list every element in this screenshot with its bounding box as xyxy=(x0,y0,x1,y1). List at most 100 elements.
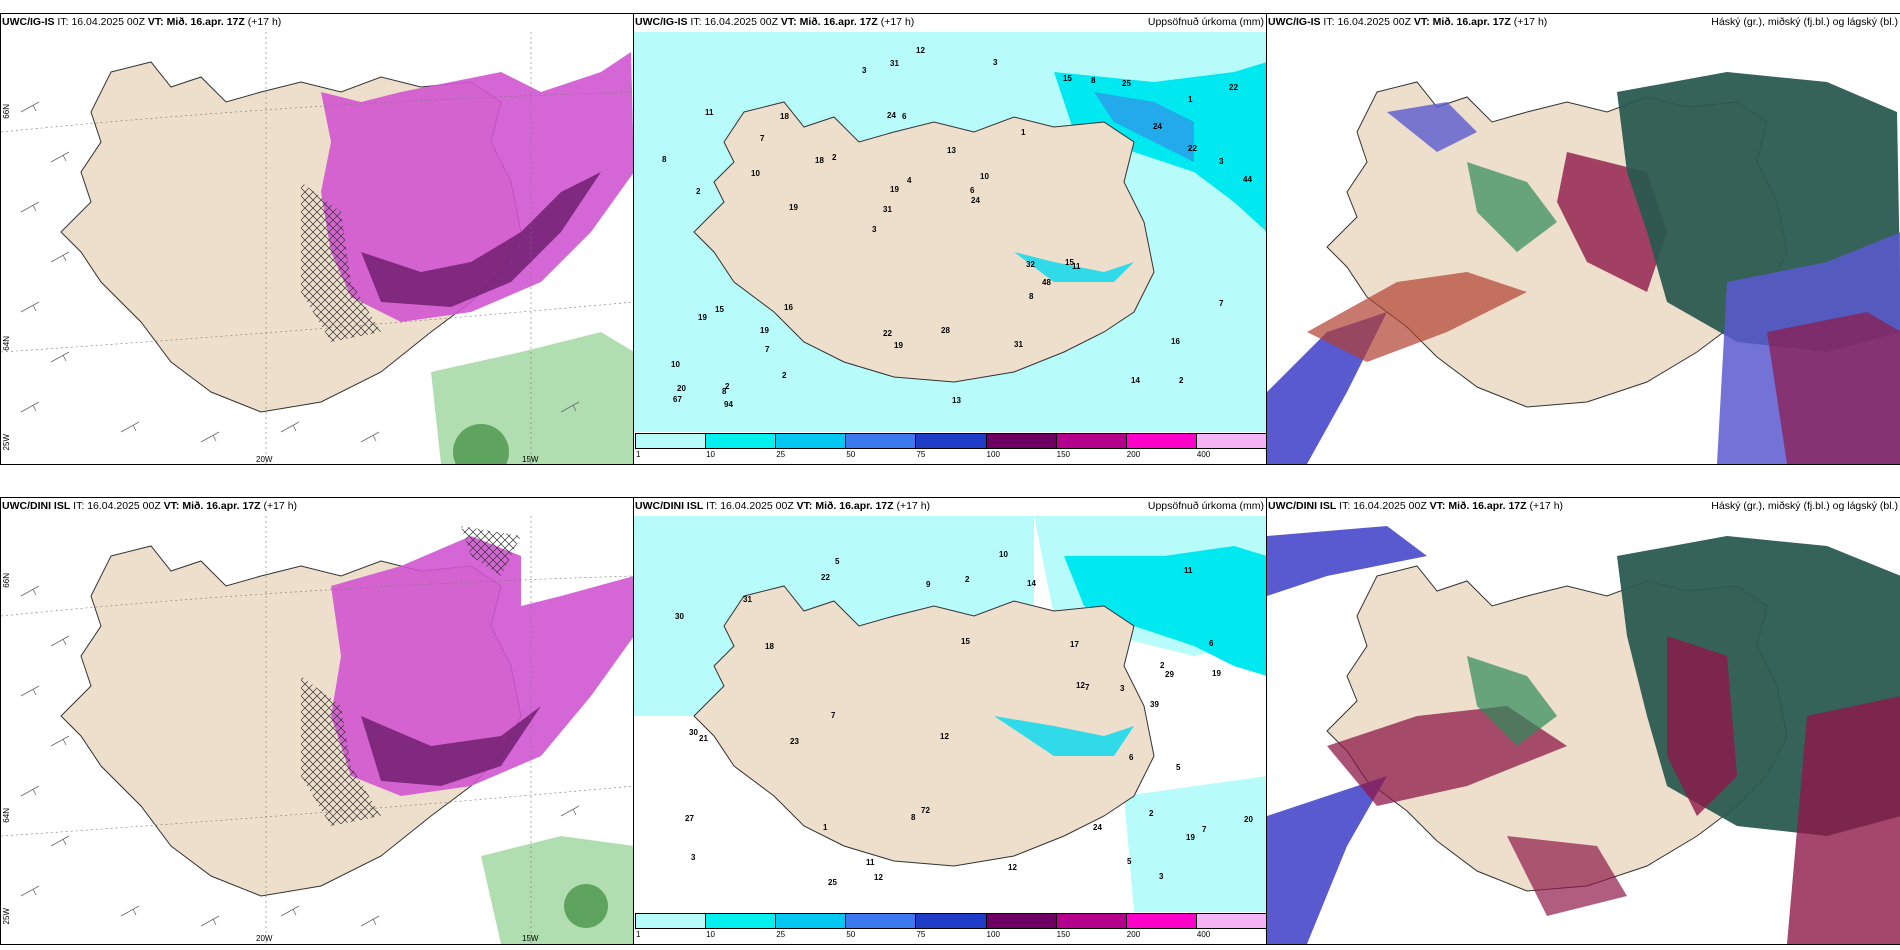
precip-value: 7 xyxy=(1202,825,1207,834)
precip-value: 19 xyxy=(890,185,899,194)
precip-value: 1 xyxy=(1021,128,1026,137)
precip-value: 8 xyxy=(662,155,667,164)
precip-value: 11 xyxy=(1184,566,1193,575)
lon-label-15: 15W xyxy=(522,934,539,943)
legend-tick-label: 1 xyxy=(636,930,641,939)
legend-swatch xyxy=(845,433,917,449)
precip-map[interactable]: 2213122413152107610111131443222312219181… xyxy=(634,32,1267,432)
legend-swatch xyxy=(705,433,777,449)
panel-field-title: Uppsöfnuð úrkoma (mm) xyxy=(1147,500,1264,512)
legend-tick-label: 75 xyxy=(916,930,926,939)
lat-label-64: 64N xyxy=(2,336,11,351)
precip-value: 11 xyxy=(1072,262,1081,271)
cloud-map[interactable] xyxy=(1267,516,1900,944)
precip-value: 5 xyxy=(1176,763,1181,772)
legend-swatch xyxy=(775,433,847,449)
precip-value: 2 xyxy=(832,153,837,162)
precip-value: 31 xyxy=(883,205,892,214)
precip-value: 21 xyxy=(699,734,708,743)
legend-tick-label: 1 xyxy=(636,450,641,459)
precip-value: 9 xyxy=(926,580,931,589)
precip-map[interactable]: 2671535211118193039122731192272293021121… xyxy=(634,516,1267,912)
precip-value: 2 xyxy=(965,575,970,584)
precip-value: 8 xyxy=(722,387,727,396)
legend-swatch xyxy=(845,913,917,929)
precip-value: 5 xyxy=(835,557,840,566)
precip-value: 2 xyxy=(1160,661,1165,670)
precip-value: 22 xyxy=(883,329,892,338)
precip-value: 7 xyxy=(1085,683,1090,692)
precip-value: 15 xyxy=(1065,258,1074,267)
lon-label-25: 25W xyxy=(2,434,11,451)
precip-value: 48 xyxy=(1042,278,1051,287)
precip-value: 19 xyxy=(698,313,707,322)
precip-value: 20 xyxy=(1244,815,1253,824)
precip-value: 25 xyxy=(828,878,837,887)
lon-label-15: 15W xyxy=(522,455,539,464)
legend-swatch xyxy=(635,433,707,449)
precip-value: 11 xyxy=(866,858,875,867)
legend-tick-label: 25 xyxy=(776,450,786,459)
panel-clouds-dini: UWC/DINI ISL IT: 16.04.2025 00Z VT: Mið.… xyxy=(1266,497,1900,945)
legend-tick-label: 150 xyxy=(1056,450,1071,459)
precip-value: 2 xyxy=(782,371,787,380)
legend-tick-label: 50 xyxy=(846,930,856,939)
legend-swatch xyxy=(1055,433,1127,449)
panel-title: UWC/IG-IS IT: 16.04.2025 00Z VT: Mið. 16… xyxy=(635,16,915,28)
precip-value: 14 xyxy=(1027,579,1036,588)
precip-value: 25 xyxy=(1122,79,1131,88)
precip-value: 3 xyxy=(1219,157,1224,166)
precip-value: 15 xyxy=(1063,74,1072,83)
precip-values: 2213122413152107610111131443222312219181… xyxy=(662,46,1252,409)
panel-title: UWC/DINI ISL IT: 16.04.2025 00Z VT: Mið.… xyxy=(2,500,298,512)
cloud-map[interactable] xyxy=(1267,32,1900,464)
precip-value: 13 xyxy=(952,396,961,405)
lat-label-66: 66N xyxy=(2,573,11,588)
legend-swatch xyxy=(635,913,707,929)
precip-value: 4 xyxy=(907,176,912,185)
precip-value: 72 xyxy=(921,806,930,815)
legend-tick-label: 10 xyxy=(706,930,716,939)
precip-value: 12 xyxy=(1076,681,1085,690)
precip-value: 28 xyxy=(941,326,950,335)
precip-legend: 1 10 25 50 75 100 150 200 400 xyxy=(635,913,1267,941)
precip-value: 3 xyxy=(691,853,696,862)
panel-wind-dini: UWC/DINI ISL IT: 16.04.2025 00Z VT: Mið.… xyxy=(0,497,635,945)
wind-map[interactable] xyxy=(1,516,634,944)
precip-value: 32 xyxy=(1026,260,1035,269)
precip-value: 94 xyxy=(724,400,733,409)
precip-value: 12 xyxy=(1008,863,1017,872)
legend-tick-label: 100 xyxy=(986,930,1000,939)
legend-tick-label: 75 xyxy=(916,450,926,459)
wind-gust-area xyxy=(321,52,634,322)
precip-value: 7 xyxy=(765,345,770,354)
precip-value: 12 xyxy=(916,46,925,55)
panel-title: UWC/DINI ISL IT: 16.04.2025 00Z VT: Mið.… xyxy=(1268,500,1564,512)
precip-value: 1 xyxy=(1188,95,1193,104)
precip-value: 24 xyxy=(971,196,980,205)
lat-label-64: 64N xyxy=(2,808,11,823)
precip-value: 10 xyxy=(980,172,989,181)
precip-value: 20 xyxy=(677,384,686,393)
precip-value: 19 xyxy=(1186,833,1195,842)
panel-title: UWC/IG-IS IT: 16.04.2025 00Z VT: Mið. 16… xyxy=(1268,16,1548,28)
legend-tick-label: 200 xyxy=(1126,450,1141,459)
legend-tick-label: 50 xyxy=(846,450,856,459)
legend-tick-label: 100 xyxy=(986,450,1000,459)
precip-value: 3 xyxy=(1120,684,1125,693)
legend-tick-label: 150 xyxy=(1056,930,1071,939)
precip-value: 22 xyxy=(1229,83,1238,92)
legend-tick-label: 400 xyxy=(1196,930,1211,939)
precip-value: 22 xyxy=(1188,144,1197,153)
panel-precip-ig-is: UWC/IG-IS IT: 16.04.2025 00Z VT: Mið. 16… xyxy=(633,13,1268,465)
precip-values: 2671535211118193039122731192272293021121… xyxy=(675,550,1253,887)
precip-value: 3 xyxy=(862,66,867,75)
precip-value: 16 xyxy=(1171,337,1180,346)
precip-value: 14 xyxy=(1131,376,1140,385)
precip-value: 44 xyxy=(1243,175,1252,184)
wind-map[interactable] xyxy=(1,32,634,464)
precip-value: 3 xyxy=(872,225,877,234)
precip-value: 11 xyxy=(705,108,714,117)
legend-tick-label: 25 xyxy=(776,930,786,939)
legend-swatch xyxy=(915,913,987,929)
